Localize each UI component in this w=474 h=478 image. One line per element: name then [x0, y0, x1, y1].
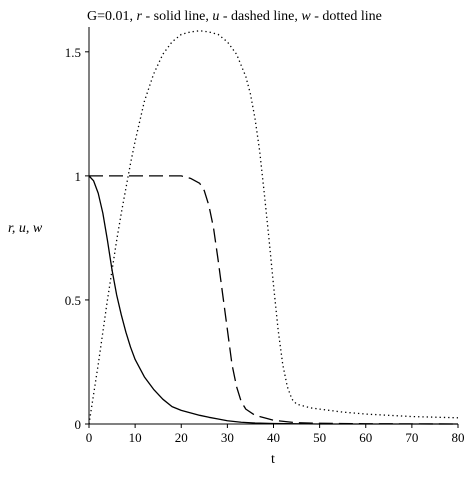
- title-w-desc: - dotted line: [311, 9, 382, 24]
- ticks-layer: 0 10 20 30 40 50 60 70 80 0 0.5 1 1.5: [65, 45, 465, 445]
- x-tick-label: 0: [86, 430, 93, 445]
- title-r-var: r: [137, 9, 143, 24]
- y-tick-label: 0: [75, 417, 82, 432]
- title-prefix: G=0.01,: [87, 9, 137, 24]
- series-r-line: [88, 175, 458, 425]
- x-tick-label: 60: [359, 430, 372, 445]
- title-u-desc: - dashed line,: [219, 9, 301, 24]
- series-u-line: [89, 175, 459, 425]
- x-tick-label: 20: [175, 430, 188, 445]
- x-tick-label: 70: [405, 430, 418, 445]
- title-r-desc: - solid line,: [142, 9, 212, 24]
- y-tick-label: 1: [75, 169, 82, 184]
- x-tick-label: 10: [129, 430, 142, 445]
- y-axis-label: r, u, w: [8, 221, 43, 236]
- x-tick-label: 30: [221, 430, 234, 445]
- x-axis-label: t: [271, 452, 275, 467]
- series-layer: [88, 30, 459, 425]
- series-w-line: [88, 30, 459, 425]
- x-tick-label: 50: [313, 430, 326, 445]
- x-tick-label: 40: [267, 430, 280, 445]
- y-tick-label: 1.5: [65, 45, 81, 60]
- y-tick-label: 0.5: [65, 293, 81, 308]
- title-u-var: u: [212, 9, 219, 24]
- chart-title: G=0.01, r - solid line, u - dashed line,…: [87, 9, 382, 24]
- x-tick-label: 80: [452, 430, 465, 445]
- title-w-var: w: [301, 9, 311, 24]
